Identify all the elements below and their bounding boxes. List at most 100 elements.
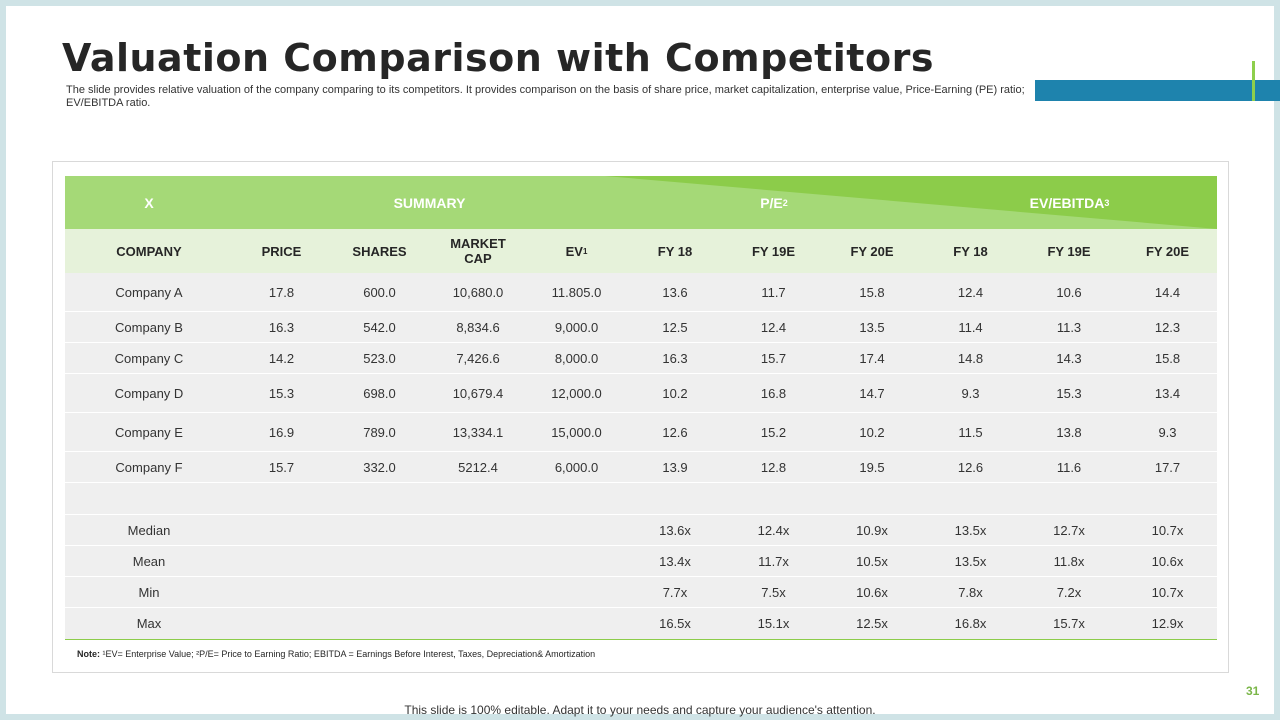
cell-ev-fy19e: 7.2x: [1056, 584, 1082, 600]
cell-pe-fy19e: 12.4: [760, 319, 787, 335]
header-pe-sup: 2: [782, 197, 788, 208]
cell-ev-fy19e: 11.3: [1056, 319, 1082, 335]
cell-company: Company A: [115, 284, 183, 300]
header-shade-polygon: [65, 176, 1217, 229]
table-row: Company F 15.7 332.0 5212.4 6,000.0 13.9 12.8 1…: [65, 452, 1217, 483]
table-row: [65, 483, 1217, 515]
cell-ev-fy18: [921, 483, 1020, 514]
cell-price: [233, 577, 330, 607]
footer-text: This slide is 100% editable. Adapt it to…: [404, 703, 876, 717]
cell-price: [233, 608, 330, 639]
cell-price: [233, 515, 330, 545]
cell-shares: [330, 515, 429, 545]
valuation-table: X SUMMARY P/E 2 EV/EBITDA 3 COMPANY PRICE …: [52, 161, 1229, 673]
cell-ev-fy20e: 10.7x: [1151, 584, 1184, 600]
cell-pe-fy18: 13.4x: [659, 553, 691, 569]
cell-ev-fy18: 11.5: [958, 424, 983, 440]
cell-shares: 600.0: [363, 284, 396, 300]
cell-ev-fy20e: 12.9x: [1151, 616, 1184, 631]
cell-price: 16.9: [268, 424, 295, 440]
cell-market-cap: 5212.4: [458, 459, 498, 475]
table-row: Company C 14.2 523.0 7,426.6 8,000.0 16.3 15.7…: [65, 343, 1217, 374]
table-row: Company E 16.9 789.0 13,334.1 15,000.0 12.6 15…: [65, 413, 1217, 452]
cell-ev-fy18: 14.8: [957, 350, 984, 366]
cell-pe-fy18: 12.6: [662, 424, 688, 440]
cell-ev-fy18: 16.8x: [954, 616, 987, 631]
cell-pe-fy19e: 7.5x: [761, 584, 786, 600]
cell-ev-fy19e: [1020, 483, 1118, 514]
cell-pe-fy20e: 10.2: [859, 424, 885, 440]
cell-ev-fy20e: 15.8: [1154, 350, 1181, 366]
cell-pe-fy20e: 15.8: [859, 284, 885, 300]
cell-ev-fy19e: 11.8x: [1053, 553, 1085, 569]
cell-pe-fy20e: 14.7: [859, 385, 885, 401]
cell-company: Min: [138, 584, 160, 600]
cell-ev: [527, 577, 626, 607]
table-row: Company B 16.3 542.0 8,834.6 9,000.0 12.5 12.4…: [65, 312, 1217, 343]
col-pe-fy20e: FY 20E: [850, 243, 894, 259]
cell-pe-fy18: 16.5x: [659, 616, 691, 631]
cell-market-cap: [429, 577, 527, 607]
header-x: X: [65, 176, 233, 229]
col-company: COMPANY: [116, 243, 182, 259]
cell-ev-fy18: 13.5x: [954, 553, 987, 569]
cell-pe-fy18: [626, 483, 724, 514]
table-note: Note: ¹EV= Enterprise Value; ²P/E= Price…: [77, 649, 595, 659]
cell-company: Company C: [114, 350, 184, 366]
cell-pe-fy19e: 15.1x: [757, 616, 790, 631]
cell-ev-fy19e: 11.6: [1056, 459, 1082, 475]
cell-shares: 523.0: [363, 350, 396, 366]
cell-ev: [527, 546, 626, 576]
cell-shares: 698.0: [363, 385, 396, 401]
cell-price: [233, 483, 330, 514]
cell-market-cap: [429, 483, 527, 514]
cell-ev: 8,000.0: [554, 350, 599, 366]
cell-company: Company E: [115, 424, 183, 440]
cell-pe-fy20e: 19.5: [859, 459, 885, 475]
cell-price: 15.7: [268, 459, 295, 475]
cell-market-cap: 8,834.6: [456, 319, 500, 335]
col-ev-fy18: FY 18: [953, 243, 988, 259]
cell-ev: 9,000.0: [554, 319, 599, 335]
header-pe: P/E 2: [626, 176, 922, 229]
cell-company: Max: [136, 616, 162, 631]
cell-pe-fy20e: 17.4: [859, 350, 885, 366]
header-ev-ebitda: EV/EBITDA 3: [922, 176, 1217, 229]
cell-ev-fy19e: 15.7x: [1053, 616, 1085, 631]
table-row: Min 7.7x 7.5x 10.6x 7.8x 7.2x 10.7x: [65, 577, 1217, 608]
cell-ev-fy18: 13.5x: [954, 522, 987, 538]
cell-ev: 11.805.0: [551, 284, 602, 300]
col-market-cap: MARKET CAP: [450, 236, 506, 266]
col-ev-fy20e: FY 20E: [1145, 243, 1190, 259]
cell-pe-fy18: 10.2: [662, 385, 688, 401]
table-body: Company A 17.8 600.0 10,680.0 11.805.0 13.6 11…: [65, 273, 1217, 640]
cell-company: Company D: [114, 385, 184, 401]
cell-pe-fy19e: 12.4x: [757, 522, 790, 538]
page-number: 31: [1246, 684, 1260, 698]
header-ev-ebitda-sup: 3: [1104, 197, 1110, 208]
cell-pe-fy18: 13.6x: [659, 522, 691, 538]
col-shares: SHARES: [352, 243, 407, 259]
cell-shares: 542.0: [363, 319, 396, 335]
cell-pe-fy20e: 10.9x: [856, 522, 888, 538]
cell-pe-fy19e: 16.8: [760, 385, 787, 401]
cell-pe-fy18: 13.9: [662, 459, 688, 475]
table-row: Max 16.5x 15.1x 12.5x 16.8x 15.7x 12.9x: [65, 608, 1217, 640]
cell-pe-fy19e: 12.8: [760, 459, 787, 475]
header-ev-ebitda-label: EV/EBITDA: [1029, 194, 1105, 211]
col-ev-label: EV: [565, 243, 583, 259]
cell-ev-fy19e: 13.8: [1056, 424, 1082, 440]
table-row: Company A 17.8 600.0 10,680.0 11.805.0 13.6 11…: [65, 273, 1217, 312]
table-header-band: X SUMMARY P/E 2 EV/EBITDA 3: [65, 176, 1217, 229]
cell-market-cap: [429, 546, 527, 576]
table-row: Median 13.6x 12.4x 10.9x 13.5x 12.7x 10.7x: [65, 515, 1217, 546]
cell-ev-fy20e: [1118, 483, 1217, 514]
cell-ev: [527, 515, 626, 545]
cell-ev-fy20e: 14.4: [1154, 284, 1181, 300]
cell-market-cap: 13,334.1: [452, 424, 504, 440]
cell-ev-fy18: 9.3: [961, 385, 980, 401]
cell-ev-fy20e: 17.7: [1154, 459, 1181, 475]
cell-shares: [330, 608, 429, 639]
cell-ev: [527, 483, 626, 514]
cell-pe-fy18: 16.3: [662, 350, 688, 366]
